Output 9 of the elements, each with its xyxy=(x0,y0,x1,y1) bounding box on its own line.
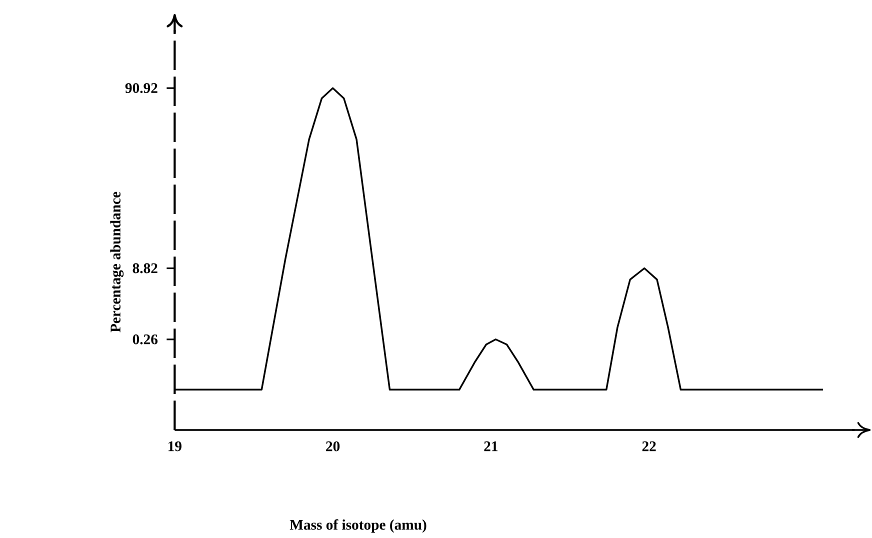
x-tick-label: 20 xyxy=(326,441,340,452)
y-axis-title: Percentage abundance xyxy=(110,192,124,332)
text: 90.92 xyxy=(125,83,158,94)
x-tick-label: 19 xyxy=(168,441,182,452)
text: 8.82 xyxy=(132,263,158,274)
x-tick-label: 22 xyxy=(642,441,656,452)
x-axis-title: Mass of isotope (amu) xyxy=(290,519,426,533)
x-tick-label: 21 xyxy=(484,441,498,452)
text: 0.26 xyxy=(132,334,158,344)
